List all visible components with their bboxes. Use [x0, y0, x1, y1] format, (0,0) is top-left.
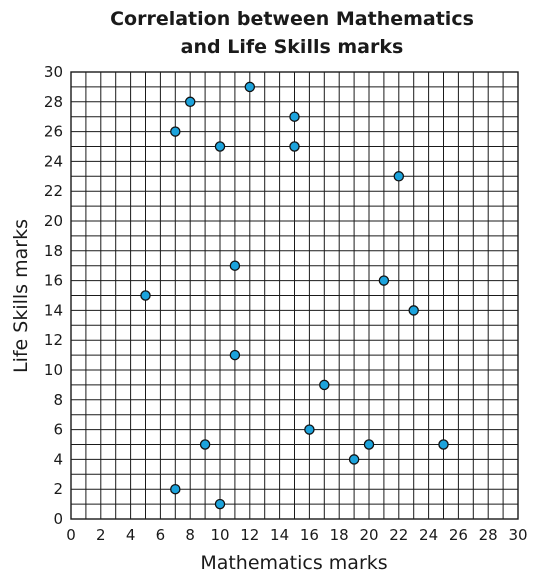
x-tick-label: 16: [300, 526, 319, 544]
data-point: [289, 111, 300, 122]
y-tick-label: 30: [44, 63, 63, 81]
y-tick-label: 18: [44, 242, 63, 260]
y-axis-label: Life Skills marks: [10, 219, 32, 373]
x-tick-label: 18: [330, 526, 349, 544]
y-tick-label: 22: [44, 182, 63, 200]
data-point: [289, 141, 300, 152]
data-point: [214, 141, 226, 152]
data-point: [170, 483, 181, 495]
y-tick-label: 8: [53, 391, 63, 409]
data-points: [140, 81, 449, 510]
y-tick-label: 14: [44, 301, 63, 319]
data-point: [363, 439, 375, 450]
x-tick-label: 10: [210, 526, 229, 544]
x-tick-label: 2: [96, 526, 106, 544]
plot-frame: [70, 71, 519, 520]
x-tick-label: 20: [359, 526, 378, 544]
data-point: [408, 305, 419, 316]
x-axis-ticks: 0 2 4 6 8 10 12 14 16 18 20 22 24 26 28 30: [66, 526, 527, 544]
y-tick-label: 12: [44, 331, 63, 349]
data-point: [229, 260, 241, 271]
chart-title-line-1: Correlation between Mathematics: [110, 8, 474, 30]
chart-title-line-2: and Life Skills marks: [181, 36, 404, 58]
data-point: [184, 96, 196, 108]
x-tick-label: 0: [66, 526, 76, 544]
data-point: [393, 171, 405, 182]
data-point: [140, 290, 151, 301]
y-tick-label: 2: [53, 480, 63, 498]
x-tick-label: 26: [449, 526, 468, 544]
x-axis-label: Mathematics marks: [200, 552, 387, 574]
x-tick-label: 28: [479, 526, 498, 544]
y-tick-label: 26: [44, 123, 63, 141]
data-point: [170, 126, 181, 137]
x-tick-label: 12: [240, 526, 259, 544]
data-point: [438, 439, 449, 450]
y-tick-label: 16: [44, 272, 63, 290]
data-point: [304, 424, 315, 435]
grid: [70, 71, 519, 520]
data-point: [214, 498, 226, 510]
data-point: [244, 81, 256, 93]
y-tick-label: 24: [44, 152, 63, 170]
x-tick-label: 14: [270, 526, 289, 544]
data-point: [199, 439, 211, 450]
x-tick-label: 4: [126, 526, 136, 544]
x-tick-label: 24: [419, 526, 438, 544]
x-tick-label: 6: [156, 526, 166, 544]
y-tick-label: 28: [44, 93, 63, 111]
y-tick-label: 0: [53, 510, 63, 528]
x-tick-label: 30: [508, 526, 527, 544]
y-tick-label: 20: [44, 212, 63, 230]
data-point: [229, 349, 241, 361]
data-point: [378, 275, 390, 286]
data-point: [319, 379, 330, 391]
x-tick-label: 22: [389, 526, 408, 544]
y-tick-label: 4: [53, 450, 63, 468]
y-tick-label: 10: [44, 361, 63, 379]
y-tick-label: 6: [53, 421, 63, 439]
data-point: [348, 454, 360, 465]
x-tick-label: 8: [185, 526, 195, 544]
